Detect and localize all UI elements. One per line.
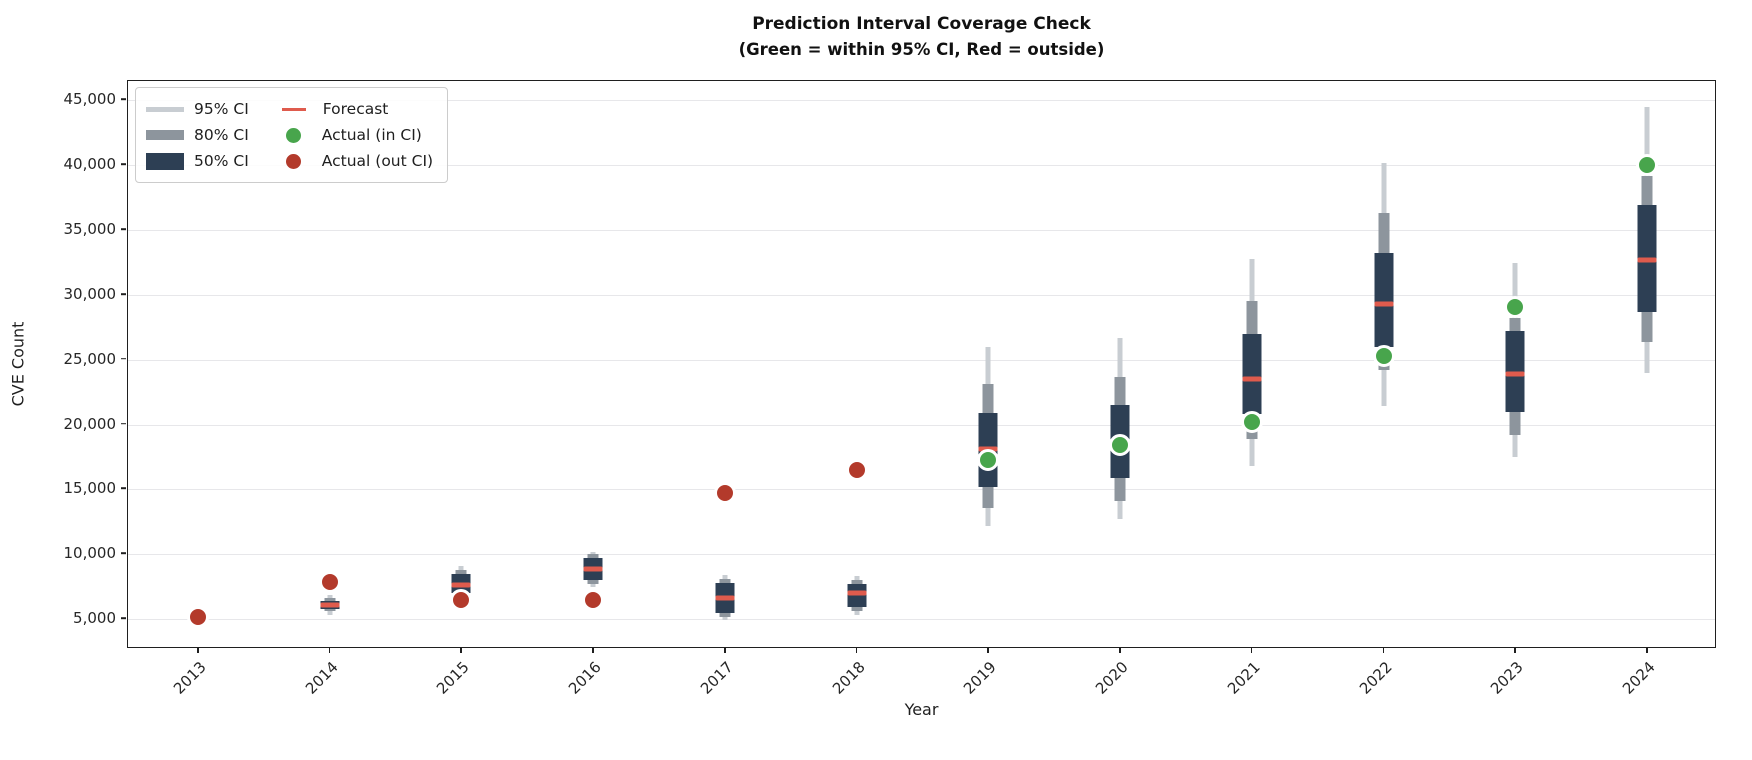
legend-item-forecast: Forecast xyxy=(275,100,433,118)
y-tick-mark xyxy=(121,552,126,555)
forecast-line-2015 xyxy=(451,582,471,588)
ci95-swatch-icon xyxy=(146,106,184,112)
ci50-box-2018 xyxy=(847,584,867,608)
y-tick-mark xyxy=(121,98,126,101)
chart-title: Prediction Interval Coverage Check xyxy=(752,14,1091,34)
legend-label: Actual (in CI) xyxy=(321,126,422,144)
legend: 95% CI 80% CI 50% CI Forecast Actual (in… xyxy=(135,87,449,183)
actual-dot-2022 xyxy=(1372,344,1395,367)
x-tick-mark xyxy=(1250,648,1253,653)
forecast-line-2014 xyxy=(320,602,340,608)
gridline xyxy=(128,359,1715,361)
x-tick-mark xyxy=(1382,648,1385,653)
actual-dot-2019 xyxy=(977,448,1000,471)
y-tick-label: 15,000 xyxy=(63,479,117,498)
y-tick-label: 25,000 xyxy=(63,349,117,368)
legend-label: 80% CI xyxy=(194,126,249,144)
actual-dot-2018 xyxy=(845,459,868,482)
gridline xyxy=(128,554,1715,556)
y-tick-label: 10,000 xyxy=(63,544,117,563)
x-tick-mark xyxy=(723,648,726,653)
x-tick-mark xyxy=(592,648,594,653)
actual-dot-2024 xyxy=(1636,154,1658,177)
legend-label: 50% CI xyxy=(194,152,249,170)
actual-dot-2016 xyxy=(582,589,605,612)
forecast-line-2017 xyxy=(715,595,735,601)
y-tick-label: 35,000 xyxy=(63,220,117,239)
y-tick-mark xyxy=(121,617,126,619)
chart-subtitle: (Green = within 95% CI, Red = outside) xyxy=(738,40,1105,59)
legend-label: 95% CI xyxy=(194,100,249,118)
legend-label: Forecast xyxy=(322,100,389,118)
ci50-box-2023 xyxy=(1505,331,1525,412)
legend-item-80ci: 80% CI xyxy=(146,126,249,144)
x-tick-mark xyxy=(987,648,989,653)
x-tick-mark xyxy=(197,648,199,653)
y-tick-label: 30,000 xyxy=(63,284,117,303)
y-tick-mark xyxy=(121,422,126,425)
y-tick-mark xyxy=(121,487,126,490)
legend-item-actual-out: Actual (out CI) xyxy=(275,152,433,170)
x-axis-label: Year xyxy=(904,700,939,719)
x-tick-mark xyxy=(1646,648,1648,653)
actual-dot-2023 xyxy=(1504,295,1527,318)
ci50-box-2021 xyxy=(1242,333,1262,415)
gridline xyxy=(128,100,1715,102)
red-dot-icon xyxy=(285,153,301,169)
y-tick-mark xyxy=(121,163,126,166)
green-dot-icon xyxy=(285,127,301,143)
x-tick-mark xyxy=(460,648,463,653)
y-tick-label: 20,000 xyxy=(63,414,117,433)
x-tick-mark xyxy=(1514,648,1516,653)
y-tick-mark xyxy=(121,228,126,230)
forecast-line-icon xyxy=(281,107,306,111)
actual-dot-2021 xyxy=(1240,411,1263,434)
ci50-swatch-icon xyxy=(146,152,184,170)
y-axis-label: CVE Count xyxy=(8,321,28,407)
forecast-line-2016 xyxy=(583,566,603,572)
gridline xyxy=(128,294,1715,296)
y-tick-label: 40,000 xyxy=(63,155,117,174)
ci80-swatch-icon xyxy=(146,130,184,140)
actual-dot-2013 xyxy=(187,605,209,628)
gridline xyxy=(128,619,1715,621)
x-tick-mark xyxy=(1119,648,1121,653)
forecast-line-2023 xyxy=(1505,371,1525,377)
gridline xyxy=(128,489,1715,491)
forecast-line-2022 xyxy=(1374,301,1394,307)
actual-dot-2017 xyxy=(713,482,736,505)
forecast-line-2024 xyxy=(1637,257,1657,263)
forecast-line-2018 xyxy=(847,590,867,596)
legend-item-actual-in: Actual (in CI) xyxy=(275,126,433,144)
y-tick-label: 45,000 xyxy=(63,90,117,109)
gridline xyxy=(128,230,1715,232)
actual-dot-2020 xyxy=(1109,434,1132,457)
ci50-box-2022 xyxy=(1374,253,1394,347)
y-tick-mark xyxy=(121,358,126,360)
forecast-line-2021 xyxy=(1242,376,1262,382)
legend-label: Actual (out CI) xyxy=(321,152,434,170)
actual-dot-2015 xyxy=(450,589,473,612)
y-tick-mark xyxy=(121,293,126,295)
y-tick-label: 5,000 xyxy=(73,609,116,628)
x-tick-mark xyxy=(328,648,331,653)
x-tick-mark xyxy=(855,648,858,653)
gridline xyxy=(128,165,1715,167)
gridline xyxy=(128,424,1715,426)
legend-item-95ci: 95% CI xyxy=(146,100,249,118)
actual-dot-2014 xyxy=(318,570,341,593)
legend-item-50ci: 50% CI xyxy=(146,152,249,170)
